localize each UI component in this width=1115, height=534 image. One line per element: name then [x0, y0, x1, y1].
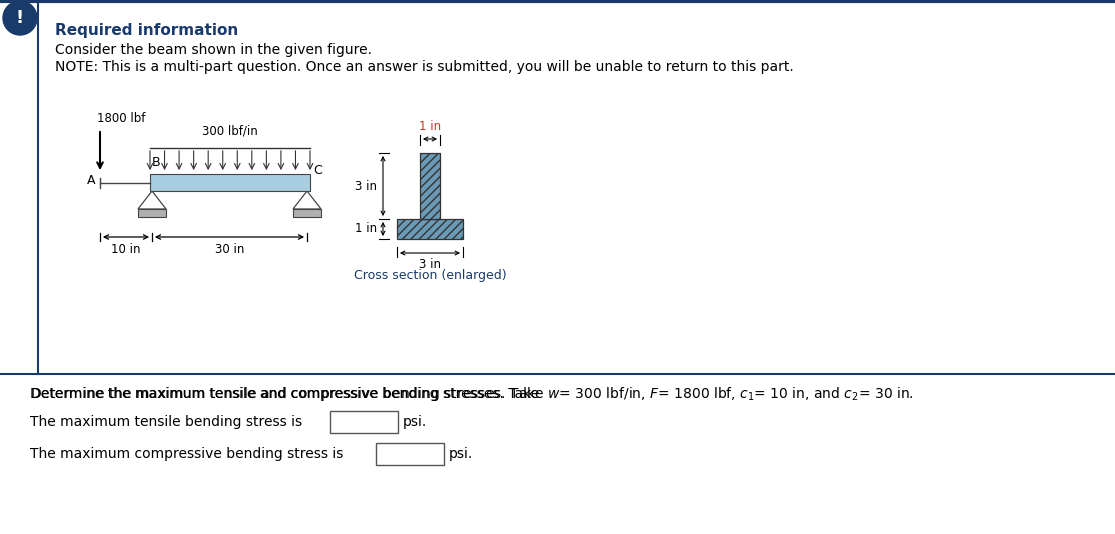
Text: NOTE: This is a multi-part question. Once an answer is submitted, you will be un: NOTE: This is a multi-part question. Onc…	[55, 60, 794, 74]
Text: B: B	[152, 156, 161, 169]
Text: Required information: Required information	[55, 22, 239, 37]
Bar	[397, 219, 463, 239]
Text: 1 in: 1 in	[355, 223, 377, 235]
Text: 300 lbf/in: 300 lbf/in	[202, 125, 258, 138]
Text: Determine the maximum tensile and compressive bending stresses. Take: Determine the maximum tensile and compre…	[30, 387, 544, 401]
Text: 1800 lbf: 1800 lbf	[97, 112, 145, 125]
Text: psi.: psi.	[403, 415, 427, 429]
Text: The maximum tensile bending stress is: The maximum tensile bending stress is	[30, 415, 302, 429]
Text: 1 in: 1 in	[419, 120, 442, 133]
Bar	[420, 153, 440, 219]
Text: Determine the maximum tensile and compressive bending stresses. Take $w$= 300 lb: Determine the maximum tensile and compre…	[30, 385, 914, 403]
Text: C: C	[313, 164, 322, 177]
Text: The maximum compressive bending stress is: The maximum compressive bending stress i…	[30, 447, 343, 461]
Text: psi.: psi.	[449, 447, 473, 461]
Text: !: !	[16, 9, 25, 27]
Circle shape	[3, 1, 37, 35]
Bar	[293, 209, 321, 217]
Text: A: A	[87, 174, 95, 187]
Bar	[330, 411, 398, 433]
Text: 3 in: 3 in	[419, 258, 442, 271]
Text: 10 in: 10 in	[112, 243, 140, 256]
Bar	[151, 174, 310, 191]
Bar	[376, 443, 444, 465]
Text: Consider the beam shown in the given figure.: Consider the beam shown in the given fig…	[55, 43, 372, 57]
Bar	[138, 209, 166, 217]
Text: 3 in: 3 in	[355, 179, 377, 192]
Text: Cross section (enlarged): Cross section (enlarged)	[353, 269, 506, 282]
Text: 30 in: 30 in	[215, 243, 244, 256]
